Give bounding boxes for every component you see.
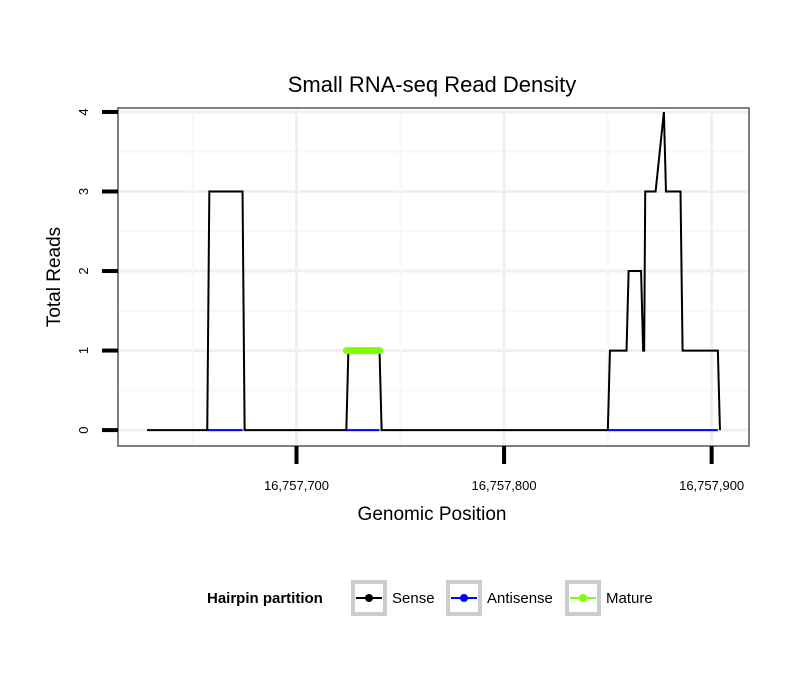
legend-key-dot [460, 594, 468, 602]
plot-border [117, 107, 750, 447]
legend: Hairpin partition Sense Antisense Mature [207, 580, 653, 616]
legend-key-dot [579, 594, 587, 602]
y-tick-label: 3 [76, 188, 91, 195]
x-axis-title: Genomic Position [358, 504, 507, 525]
x-tick-label: 16,757,700 [264, 478, 329, 493]
legend-key-box [446, 580, 482, 616]
legend-label: Mature [606, 590, 653, 607]
series-sense-line [147, 111, 721, 432]
ticks-layer: 0 1 2 3 4 16,757,700 16,757,800 16,757,900 [76, 108, 744, 493]
legend-title: Hairpin partition [207, 590, 323, 607]
series-layer [147, 111, 721, 432]
chart-title: Small RNA-seq Read Density [288, 72, 577, 97]
grid [118, 108, 749, 446]
legend-key-dot [365, 594, 373, 602]
y-tick-label: 2 [76, 267, 91, 274]
y-tick-label: 4 [76, 108, 91, 115]
y-tick-label: 0 [76, 426, 91, 433]
x-tick-label: 16,757,800 [472, 478, 537, 493]
y-tick-label: 1 [76, 347, 91, 354]
x-tick-label: 16,757,900 [679, 478, 744, 493]
y-axis-title: Total Reads [44, 227, 65, 327]
legend-item-sense: Sense [351, 580, 435, 616]
legend-label: Sense [392, 590, 435, 607]
legend-item-antisense: Antisense [446, 580, 553, 616]
legend-item-mature: Mature [565, 580, 653, 616]
legend-label: Antisense [487, 590, 553, 607]
